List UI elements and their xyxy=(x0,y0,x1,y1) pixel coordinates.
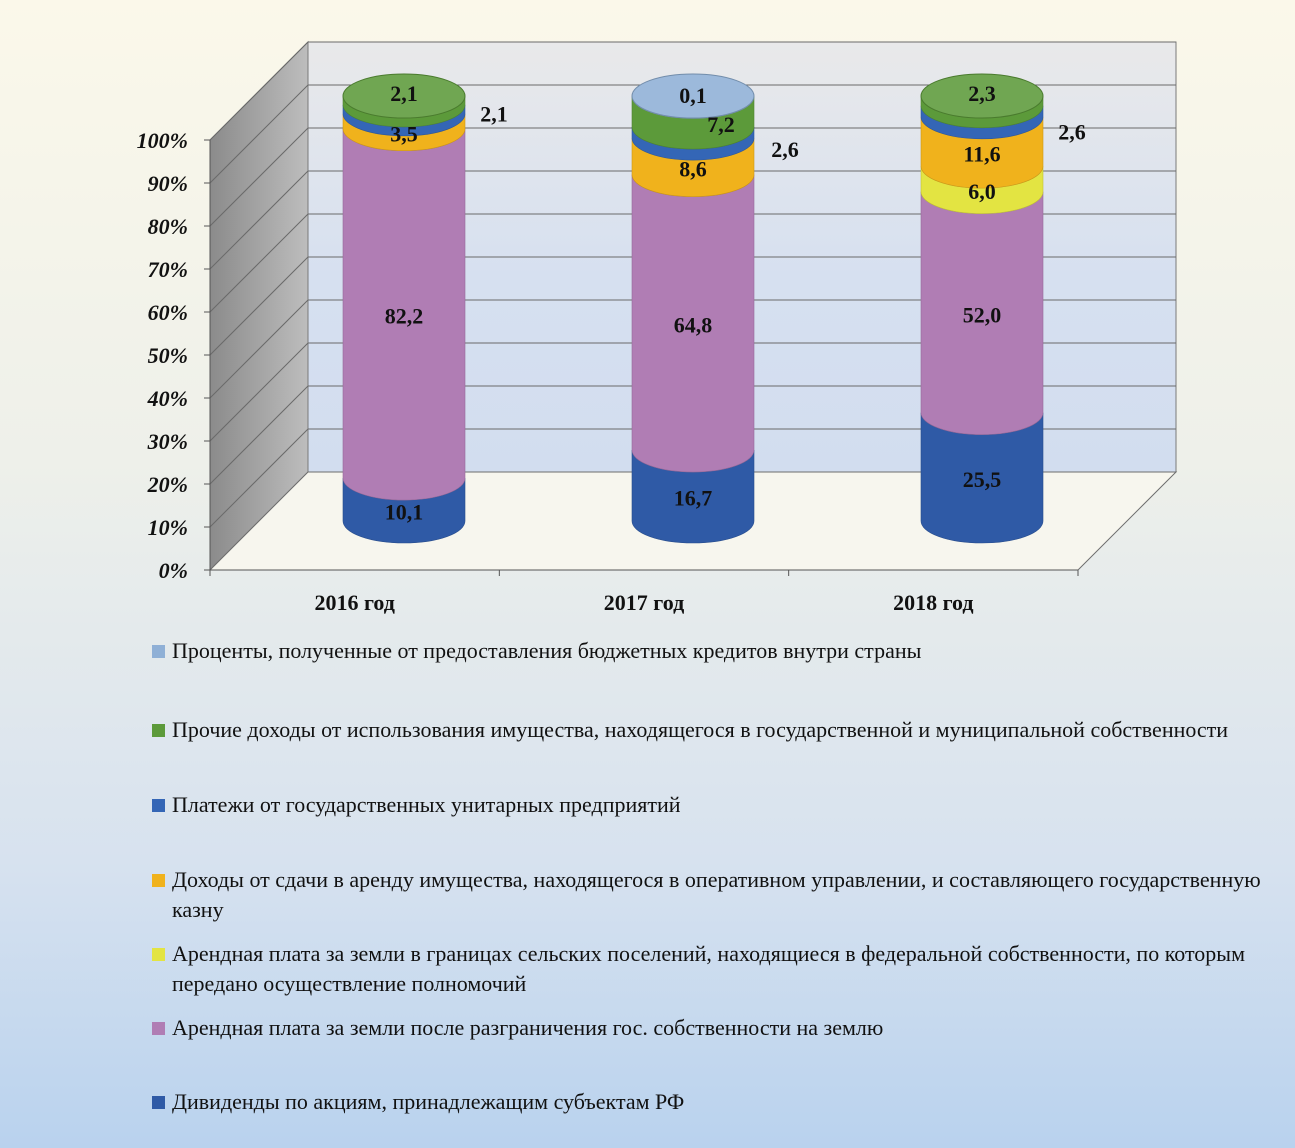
bar-top xyxy=(920,73,1044,119)
x-tick-label: 2018 год xyxy=(893,590,973,615)
chart-area: 0% 10% 20% 30% 40% 50% 60% 70% 80% 90% 100% 2016 го… xyxy=(137,40,1178,615)
data-label: 11,6 xyxy=(963,142,1000,167)
legend-item-rent-property: Доходы от сдачи в аренду имущества, нахо… xyxy=(152,865,1272,925)
x-tick-label: 2017 год xyxy=(604,590,684,615)
gridline-side xyxy=(209,342,309,442)
legend-swatch xyxy=(152,874,165,887)
data-label: 3,5 xyxy=(390,121,418,146)
y-tick-label: 90% xyxy=(148,171,188,196)
y-tick-label: 30% xyxy=(147,429,188,454)
data-label: 8,6 xyxy=(679,157,707,182)
legend-label: Платежи от государственных унитарных пре… xyxy=(172,792,681,817)
legend-label: Арендная плата за земли после разграниче… xyxy=(172,1015,884,1040)
legend-item-interest: Проценты, полученные от предоставления б… xyxy=(152,636,1272,666)
bar-top xyxy=(342,73,466,119)
data-label: 7,2 xyxy=(707,112,735,137)
legend-item-other-income: Прочие доходы от использования имущества… xyxy=(152,715,1272,745)
legend-label: Дивиденды по акциям, принадлежащим субъе… xyxy=(172,1089,685,1114)
data-label: 2,1 xyxy=(390,81,418,106)
data-label: 0,1 xyxy=(679,83,707,108)
x-tick-label: 2016 год xyxy=(314,590,394,615)
legend-swatch xyxy=(152,1022,165,1035)
y-tick-label: 100% xyxy=(137,128,188,153)
y-tick-label: 0% xyxy=(159,558,188,583)
legend-swatch xyxy=(152,1096,165,1109)
legend-item-land-rent: Арендная плата за земли после разграниче… xyxy=(152,1013,1272,1043)
data-label: 2,1 xyxy=(480,102,508,127)
data-label: 25,5 xyxy=(963,467,1002,492)
y-tick-label: 60% xyxy=(148,300,188,325)
legend-label: Доходы от сдачи в аренду имущества, нахо… xyxy=(172,867,1261,922)
y-tick-label: 50% xyxy=(148,343,188,368)
legend-swatch xyxy=(152,724,165,737)
gridline-side xyxy=(209,256,309,356)
legend-item-unitary-payments: Платежи от государственных унитарных пре… xyxy=(152,790,1272,820)
legend-swatch xyxy=(152,645,165,658)
legend-swatch xyxy=(152,799,165,812)
data-label: 2,6 xyxy=(1058,120,1086,145)
legend-label: Прочие доходы от использования имущества… xyxy=(172,717,1229,742)
gridline-side xyxy=(209,213,309,313)
y-tick-label: 40% xyxy=(147,386,188,411)
legend-item-dividends: Дивиденды по акциям, принадлежащим субъе… xyxy=(152,1087,1272,1117)
bar-top xyxy=(631,73,755,119)
data-label: 82,2 xyxy=(385,304,424,329)
legend-label: Проценты, полученные от предоставления б… xyxy=(172,638,922,663)
data-label: 52,0 xyxy=(963,302,1002,327)
data-label: 64,8 xyxy=(674,313,713,338)
gridline-side xyxy=(209,170,309,270)
y-tick-label: 20% xyxy=(147,472,188,497)
gridline-side xyxy=(209,127,309,227)
y-tick-label: 80% xyxy=(148,214,188,239)
gridline-side xyxy=(209,299,309,399)
data-label: 6,0 xyxy=(968,179,996,204)
data-label: 16,7 xyxy=(674,486,713,511)
gridline-side xyxy=(209,84,309,184)
legend-item-rural-land-rent: Арендная плата за земли в границах сельс… xyxy=(152,939,1272,999)
data-label: 2,6 xyxy=(771,137,799,162)
legend-label: Арендная плата за земли в границах сельс… xyxy=(172,941,1246,996)
gridline-side xyxy=(209,41,309,141)
chart-svg: 0% 10% 20% 30% 40% 50% 60% 70% 80% 90% 100% 2016 го… xyxy=(137,40,1178,615)
gridline-side xyxy=(209,385,309,485)
y-tick-label: 70% xyxy=(148,257,188,282)
gridline-side xyxy=(209,428,309,528)
data-label: 2,3 xyxy=(968,81,996,106)
y-tick-label: 10% xyxy=(148,515,188,540)
data-label: 10,1 xyxy=(385,500,424,525)
legend-swatch xyxy=(152,948,165,961)
